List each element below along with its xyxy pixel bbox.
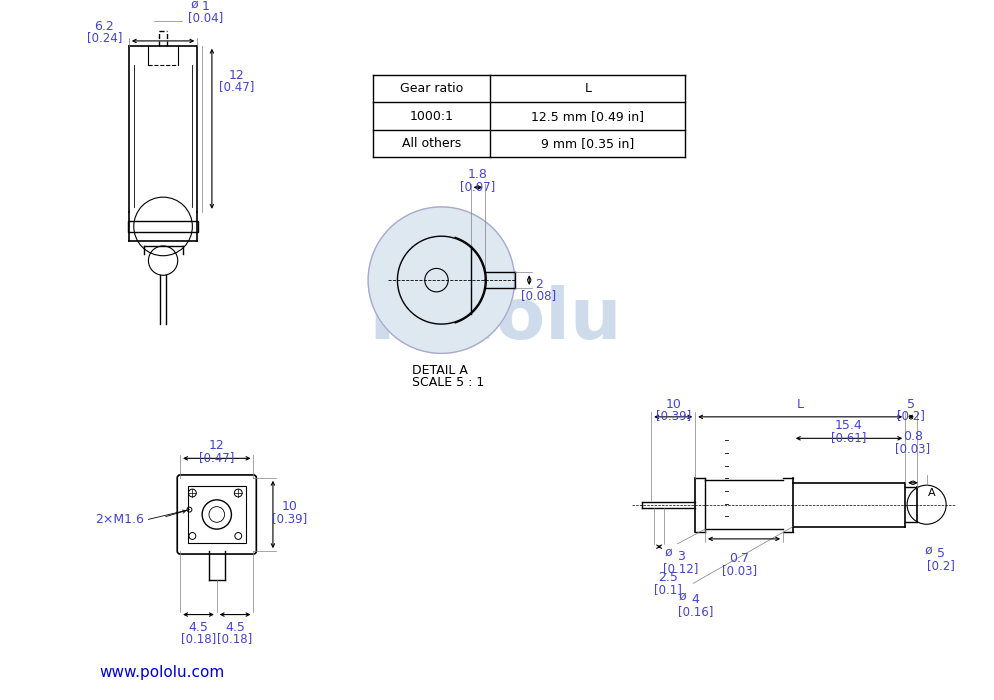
Text: 2×M1.6: 2×M1.6 — [94, 513, 143, 526]
Text: [0.39]: [0.39] — [271, 512, 307, 525]
Text: 2: 2 — [535, 277, 543, 290]
Text: [0.03]: [0.03] — [895, 442, 929, 454]
Text: 3: 3 — [676, 550, 684, 563]
Text: 5: 5 — [936, 547, 944, 560]
Text: [0.47]: [0.47] — [199, 451, 235, 464]
Text: [0.18]: [0.18] — [218, 633, 252, 645]
Text: [0.39]: [0.39] — [655, 410, 690, 422]
Text: [0.47]: [0.47] — [219, 80, 253, 93]
Text: [0.03]: [0.03] — [721, 564, 756, 577]
Bar — [128, 220, 198, 232]
Text: 0.8: 0.8 — [903, 430, 922, 443]
Text: [0.24]: [0.24] — [86, 32, 122, 45]
Text: [0.07]: [0.07] — [460, 180, 495, 193]
Text: [0.16]: [0.16] — [677, 605, 712, 618]
Text: DETAIL A: DETAIL A — [412, 365, 467, 377]
Text: 12: 12 — [209, 439, 225, 452]
Text: [0.12]: [0.12] — [662, 561, 698, 575]
Text: [0.61]: [0.61] — [830, 430, 866, 444]
Text: 15.4: 15.4 — [834, 419, 862, 432]
Text: [0.2]: [0.2] — [897, 410, 924, 422]
Text: 4.5: 4.5 — [225, 621, 245, 634]
Text: [0.2]: [0.2] — [926, 559, 954, 572]
Text: 12.5 mm [0.49 in]: 12.5 mm [0.49 in] — [531, 110, 644, 122]
Bar — [188, 486, 246, 543]
Text: ø: ø — [190, 0, 198, 10]
Text: ø: ø — [678, 589, 686, 603]
Text: 4: 4 — [691, 594, 699, 606]
Text: 1: 1 — [202, 0, 210, 13]
Text: 4.5: 4.5 — [188, 621, 208, 634]
Text: 1000:1: 1000:1 — [410, 110, 453, 122]
Text: [0.18]: [0.18] — [181, 633, 216, 645]
Text: A: A — [926, 488, 934, 498]
Text: 9 mm [0.35 in]: 9 mm [0.35 in] — [541, 137, 634, 150]
Text: 10: 10 — [281, 500, 297, 513]
Text: Pololu: Pololu — [368, 285, 621, 354]
Text: www.pololu.com: www.pololu.com — [99, 665, 225, 680]
Text: Gear ratio: Gear ratio — [400, 83, 463, 95]
Text: ø: ø — [663, 546, 671, 559]
Text: [0.04]: [0.04] — [188, 11, 224, 24]
Text: SCALE 5 : 1: SCALE 5 : 1 — [412, 376, 484, 389]
Text: 1.8: 1.8 — [467, 168, 487, 181]
Text: 6.2: 6.2 — [94, 20, 114, 33]
Text: [0.1]: [0.1] — [654, 583, 682, 596]
Text: 10: 10 — [665, 398, 681, 411]
Text: 0.7: 0.7 — [729, 552, 748, 565]
Text: 2.5: 2.5 — [658, 571, 678, 584]
Text: [0.08]: [0.08] — [521, 289, 556, 302]
Text: 12: 12 — [229, 69, 244, 82]
Text: 5: 5 — [907, 398, 914, 411]
Text: L: L — [583, 83, 590, 95]
Text: All others: All others — [402, 137, 461, 150]
Text: L: L — [796, 398, 803, 411]
Text: ø: ø — [923, 543, 931, 556]
Circle shape — [368, 207, 514, 354]
